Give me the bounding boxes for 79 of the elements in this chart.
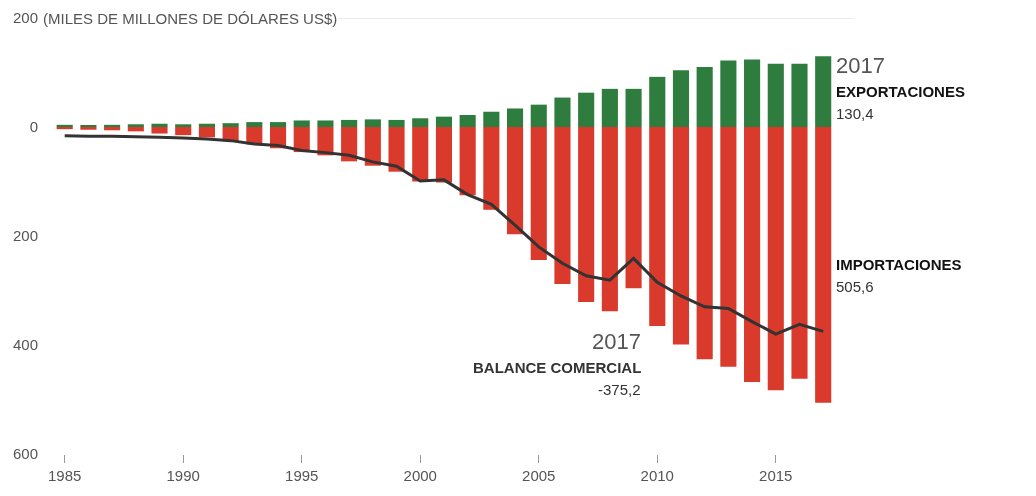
bar (364, 127, 381, 166)
bar (720, 127, 737, 367)
bar (672, 70, 690, 127)
bar (720, 60, 737, 127)
bar (104, 127, 121, 131)
annotation: 2017 (836, 53, 885, 78)
bar (412, 127, 429, 182)
bar (483, 127, 500, 210)
x-tick-label: 2000 (403, 467, 437, 484)
series-label: EXPORTACIONES (836, 83, 965, 100)
y-tick-label: 0 (29, 118, 38, 136)
bar (815, 56, 832, 127)
bar (341, 127, 358, 162)
bar (388, 127, 405, 172)
bar (198, 127, 215, 138)
bar (767, 63, 784, 127)
bar (175, 124, 192, 127)
x-tick-label: 1995 (285, 467, 319, 484)
x-tick-label: 2010 (640, 467, 674, 484)
bar (815, 127, 832, 403)
bar (672, 127, 690, 345)
y-tick-label: 200 (12, 9, 38, 27)
bar (625, 127, 642, 289)
bar (459, 115, 476, 127)
bar (601, 127, 618, 312)
bar (364, 119, 381, 127)
text: BALANCE COMERCIAL (473, 359, 642, 376)
bar (791, 127, 808, 379)
bar (530, 127, 547, 260)
y-axis-title: (MILES DE MILLONES DE DÓLARES US$) (43, 10, 338, 27)
bar (127, 124, 144, 127)
annotation: 130,4 (836, 105, 874, 122)
bar (317, 120, 334, 127)
bar (530, 104, 547, 127)
bar (601, 88, 618, 127)
bar (104, 124, 121, 127)
bar (791, 63, 808, 127)
y-tick-label: 400 (12, 336, 38, 354)
bar (293, 120, 310, 127)
bar (459, 127, 476, 196)
bar (269, 122, 287, 127)
bar (649, 127, 666, 326)
bar (151, 127, 168, 134)
bar (578, 127, 595, 302)
bar (554, 127, 571, 284)
annotation: 505,6 (836, 278, 874, 295)
x-tick-label: 2015 (759, 467, 793, 484)
bar (578, 92, 595, 127)
bar (506, 108, 524, 127)
bar (198, 123, 215, 127)
bar (696, 67, 713, 127)
bar (412, 118, 429, 127)
x-tick-label: 2005 (522, 467, 556, 484)
series-label: IMPORTACIONES (836, 256, 962, 273)
bar (625, 88, 642, 127)
bar (246, 122, 263, 127)
y-tick-label: 200 (12, 227, 38, 245)
bar (506, 127, 524, 235)
bar (222, 123, 239, 127)
x-tick-label: 1990 (166, 467, 200, 484)
bar (151, 123, 168, 127)
bar (483, 111, 500, 127)
bar (341, 119, 358, 127)
bar (175, 127, 192, 136)
bar (435, 127, 452, 183)
bar (767, 127, 784, 391)
annotation: -375,2 (598, 381, 641, 398)
bar (388, 119, 405, 127)
annotation: 2017 (592, 329, 641, 354)
bar (696, 127, 713, 360)
bar (554, 97, 571, 127)
x-tick-label: 1985 (48, 467, 82, 484)
bar (744, 127, 761, 383)
bar (435, 116, 452, 127)
bar (127, 127, 144, 132)
bar (744, 59, 761, 127)
line-series (63, 134, 825, 336)
y-tick-label: 600 (12, 445, 38, 463)
bar (649, 76, 666, 127)
